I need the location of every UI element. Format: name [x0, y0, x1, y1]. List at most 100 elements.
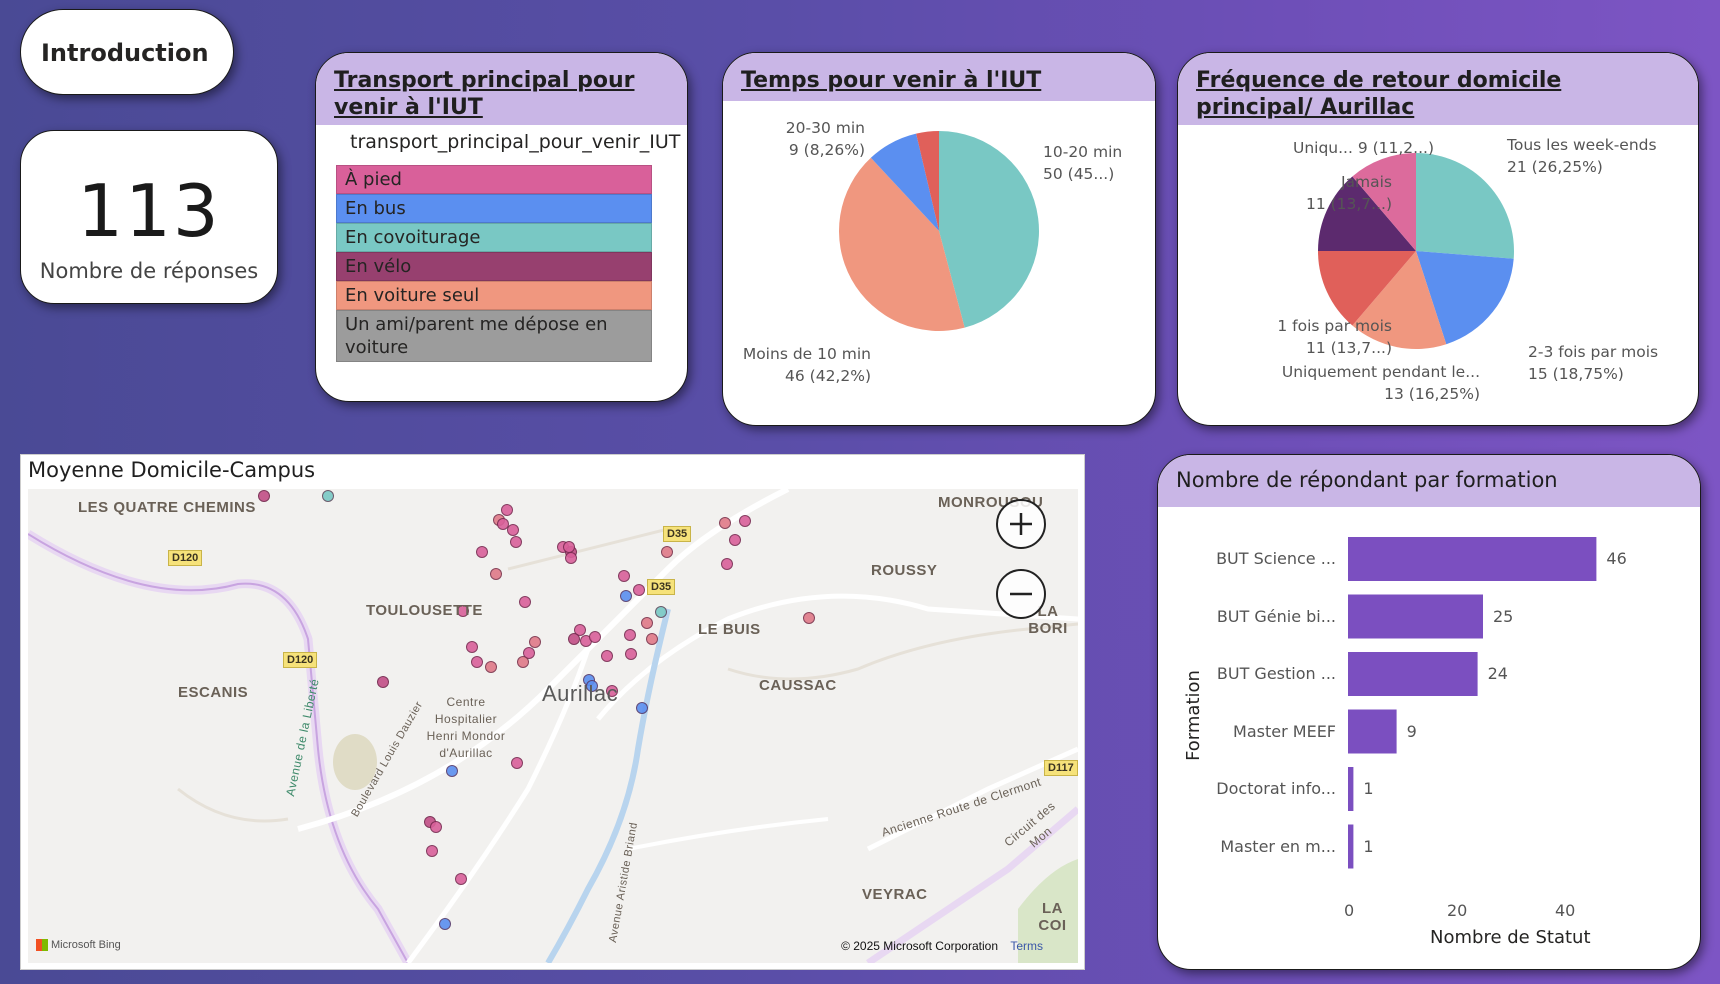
map-area[interactable]: LES QUATRE CHEMINS TOULOUSETTE ESCANIS L… — [28, 489, 1078, 963]
map-city-aurillac: Aurillac — [542, 681, 619, 706]
map-marker[interactable] — [258, 490, 270, 502]
formation-chart-card: Nombre de répondant par formation BUT Sc… — [1157, 454, 1701, 970]
map-marker[interactable] — [517, 656, 529, 668]
map-marker[interactable] — [803, 612, 815, 624]
map-marker[interactable] — [729, 534, 741, 546]
map-marker[interactable] — [430, 821, 442, 833]
map-marker[interactable] — [646, 633, 658, 645]
slicer-item-4[interactable]: En voiture seul — [336, 281, 652, 310]
map-marker[interactable] — [476, 546, 488, 558]
map-marker[interactable] — [636, 702, 648, 714]
bar-category-label: Master en m... — [1220, 836, 1336, 856]
bar-value-label: 24 — [1487, 664, 1508, 683]
map-marker[interactable] — [511, 757, 523, 769]
temps-chart-card: Temps pour venir à l'IUT 10-20 min 50 (45… — [722, 52, 1156, 426]
map-marker[interactable] — [586, 680, 598, 692]
slicer-item-0[interactable]: À pied — [336, 165, 652, 194]
bar-value-label: 1 — [1363, 779, 1374, 798]
bar-5[interactable] — [1348, 824, 1354, 869]
y-axis-title: Formation — [1182, 670, 1204, 761]
map-marker[interactable] — [568, 633, 580, 645]
bar-category-label: Master MEEF — [1233, 721, 1336, 741]
map-marker[interactable] — [721, 558, 733, 570]
map-marker[interactable] — [466, 641, 478, 653]
pie2-slice-0[interactable] — [1416, 153, 1514, 259]
pie1-slice-1[interactable] — [838, 157, 965, 332]
bar-3[interactable] — [1348, 709, 1397, 754]
slicer-item-1[interactable]: En bus — [336, 194, 652, 223]
map-marker[interactable] — [624, 629, 636, 641]
pie2-label-weekends: Tous les week-ends 21 (26,25%) — [1507, 136, 1657, 176]
slicer-item-2[interactable]: En covoiturage — [336, 223, 652, 252]
map-marker[interactable] — [606, 685, 618, 697]
frequence-chart-card: Fréquence de retour domicile principal/ … — [1177, 52, 1699, 426]
pie2-label-2-3-fois: 2-3 fois par mois 15 (18,75%) — [1528, 343, 1659, 383]
map-marker[interactable] — [490, 568, 502, 580]
map-marker[interactable] — [625, 648, 637, 660]
map-marker[interactable] — [641, 617, 653, 629]
map-marker[interactable] — [439, 918, 451, 930]
bar-1[interactable] — [1348, 594, 1483, 639]
transport-slicer-card: Transport principal pour venir à l'IUT t… — [315, 52, 688, 402]
map-marker[interactable] — [661, 546, 673, 558]
map-place-la-bori: LA BORI — [1028, 603, 1068, 637]
zoom-out-button[interactable] — [996, 569, 1046, 619]
x-axis-tick: 0 — [1344, 901, 1355, 920]
map-marker[interactable] — [507, 524, 519, 536]
map-marker[interactable] — [589, 631, 601, 643]
map-marker[interactable] — [497, 518, 509, 530]
map-marker[interactable] — [739, 515, 751, 527]
bar-0[interactable] — [1348, 537, 1597, 581]
pie1-slice-0[interactable] — [939, 131, 1039, 328]
map-marker[interactable] — [426, 845, 438, 857]
map-marker[interactable] — [620, 590, 632, 602]
map-marker[interactable] — [719, 517, 731, 529]
bar-2[interactable] — [1348, 652, 1478, 696]
map-roads — [28, 489, 1078, 963]
pie1-slice-3[interactable] — [916, 131, 939, 231]
pie2-slice-3[interactable] — [1318, 251, 1416, 326]
pie2-label-uniquement: Uniquement pendant le... 13 (16,25%) — [1281, 363, 1480, 403]
map-marker[interactable] — [485, 661, 497, 673]
map-marker[interactable] — [471, 656, 483, 668]
map-terms-link[interactable]: Terms — [1010, 939, 1043, 953]
map-marker[interactable] — [633, 584, 645, 596]
pie2-slice-2[interactable] — [1352, 251, 1447, 349]
map-marker[interactable] — [565, 552, 577, 564]
map-marker[interactable] — [377, 676, 389, 688]
slicer-item-3[interactable]: En vélo — [336, 252, 652, 281]
pie2-slice-1[interactable] — [1416, 251, 1514, 345]
map-marker[interactable] — [501, 504, 513, 516]
map-place-roussy: ROUSSY — [871, 562, 938, 579]
map-marker[interactable] — [322, 490, 334, 502]
pie1-slice-2[interactable] — [870, 133, 939, 231]
minus-icon — [1010, 592, 1032, 596]
zoom-in-button[interactable] — [996, 499, 1046, 549]
map-marker[interactable] — [601, 650, 613, 662]
x-axis-title: Nombre de Statut — [1430, 927, 1591, 948]
kpi-label: Nombre de réponses — [39, 259, 259, 283]
map-marker[interactable] — [455, 873, 467, 885]
introduction-button[interactable]: Introduction — [20, 9, 234, 95]
pie2-label-jamais: Jamais 11 (13,7...) — [1305, 173, 1392, 213]
pie2-slice-5[interactable] — [1352, 153, 1416, 251]
bar-value-label: 46 — [1606, 549, 1627, 568]
map-marker[interactable] — [655, 606, 667, 618]
frequence-pie-chart — [1318, 153, 1514, 349]
pie2-label-uniqu: Uniqu... 9 (11,2...) — [1292, 139, 1434, 157]
bar-4[interactable] — [1348, 767, 1354, 811]
map-marker[interactable] — [529, 636, 541, 648]
map-marker[interactable] — [446, 765, 458, 777]
map-marker[interactable] — [519, 596, 531, 608]
pie2-slice-4[interactable] — [1318, 176, 1416, 251]
formation-bar-chart — [1348, 537, 1597, 869]
map-marker[interactable] — [618, 570, 630, 582]
map-title: Moyenne Domicile-Campus — [28, 458, 316, 482]
slicer-item-5[interactable]: Un ami/parent me dépose en voiture — [336, 310, 652, 362]
temps-pie-chart — [838, 131, 1039, 332]
pie1-label-20-30: 20-30 min 9 (8,26%) — [785, 119, 865, 159]
map-marker[interactable] — [510, 536, 522, 548]
map-place-hospital: Centre Hospitalier Henri Mondor d'Aurill… — [426, 695, 506, 760]
bar-category-label: BUT Gestion ... — [1216, 664, 1336, 683]
map-marker[interactable] — [457, 605, 469, 617]
